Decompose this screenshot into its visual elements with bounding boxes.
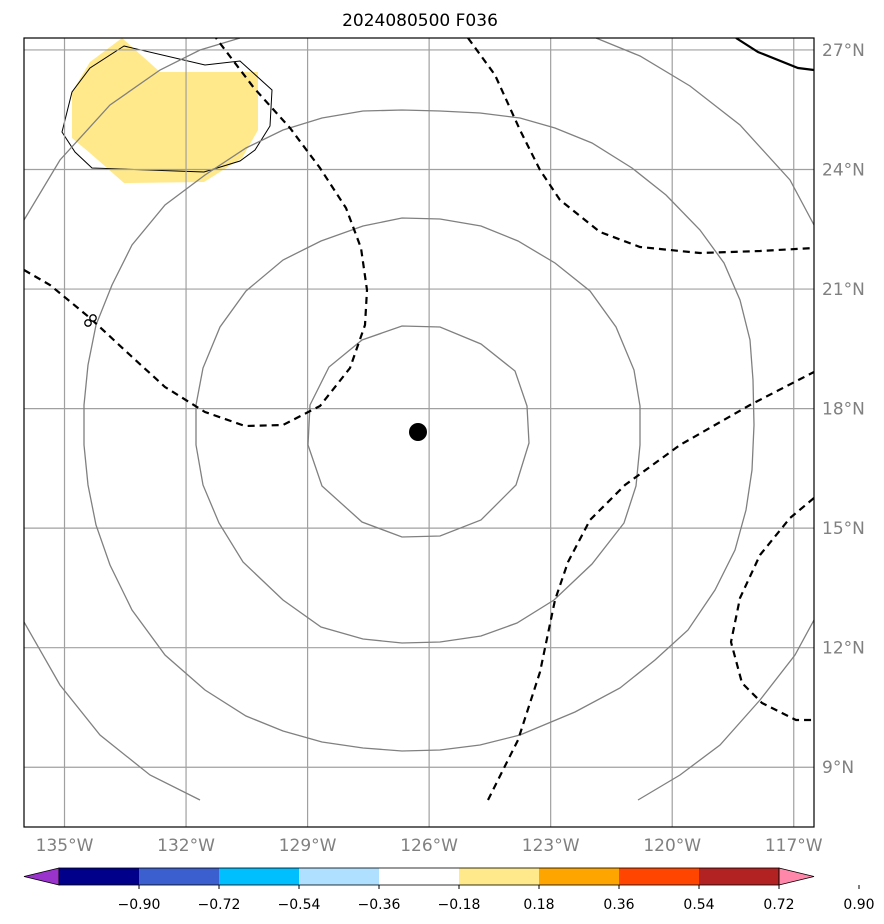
- range-rings: [24, 38, 814, 801]
- colorbar-tick-labels: −0.90 −0.72 −0.54 −0.36 −0.18 0.18 0.36 0.54 0.7…: [118, 897, 875, 913]
- lat-tick-label: 9°N: [822, 758, 854, 778]
- anomaly-outline: [61, 45, 273, 173]
- solid-contour-northeast: [735, 38, 814, 72]
- colorbar-segment: [699, 868, 780, 885]
- plot-frame: [23, 37, 815, 828]
- small-marker-2: [89, 314, 97, 322]
- colorbar-segment: [619, 868, 700, 885]
- colorbar-tick-label: −0.36: [358, 897, 401, 913]
- colorbar-frame: [58, 867, 780, 886]
- map-title: 2024080500 F036: [342, 11, 498, 31]
- colorbar-tick-label: 0.36: [603, 897, 634, 913]
- colorbar-segment: [379, 868, 460, 885]
- dashed-contour-southeast: [487, 371, 814, 801]
- lon-tick-label: 132°W: [157, 836, 215, 856]
- range-ring-7: [637, 619, 814, 801]
- colorbar-tick-label: −0.18: [438, 897, 481, 913]
- lon-tick-label: 129°W: [279, 836, 337, 856]
- plot-area: [24, 38, 814, 827]
- range-ring-2: [195, 217, 641, 644]
- colorbar-segment: [139, 868, 220, 885]
- colorbar-segment: [59, 868, 140, 885]
- range-ring-5: [595, 38, 814, 226]
- colorbar-extend-max: [778, 867, 815, 886]
- lon-tick-label: 126°W: [400, 836, 458, 856]
- dashed-contour-west: [24, 38, 369, 428]
- lat-tick-label: 12°N: [822, 639, 865, 659]
- colorbar-segment: [299, 868, 380, 885]
- colorbar-tick-label: −0.54: [278, 897, 321, 913]
- colorbar-tick-label: −0.90: [118, 897, 161, 913]
- lat-tick-label: 18°N: [822, 400, 865, 420]
- colorbar-extend-min: [23, 867, 60, 886]
- colorbar-segment: [539, 868, 620, 885]
- lon-tick-label: 120°W: [643, 836, 701, 856]
- colorbar-segment: [219, 868, 300, 885]
- lon-tick-label: 135°W: [36, 836, 94, 856]
- gridlines: [24, 38, 814, 827]
- anomaly-fill-region: [72, 38, 258, 183]
- dashed-contours: [24, 38, 814, 801]
- colorbar-tick-label: −0.72: [198, 897, 241, 913]
- colorbar: [23, 867, 860, 889]
- range-ring-3: [83, 109, 755, 752]
- small-marker-1: [84, 319, 92, 327]
- range-ring-1: [307, 325, 530, 538]
- colorbar-tick-label: 0.72: [763, 897, 794, 913]
- lat-tick-label: 27°N: [822, 41, 865, 61]
- range-ring-4: [24, 38, 241, 221]
- latitude-tick-labels: 9°N 12°N 15°N 18°N 21°N 24°N 27°N: [822, 41, 865, 778]
- lon-tick-label: 117°W: [765, 836, 823, 856]
- colorbar-tick-label: 0.54: [683, 897, 714, 913]
- storm-center-marker: [409, 423, 427, 441]
- range-ring-6: [24, 621, 201, 801]
- lat-tick-label: 24°N: [822, 161, 865, 181]
- dashed-contour-east: [729, 497, 814, 722]
- lat-tick-label: 15°N: [822, 519, 865, 539]
- lat-tick-label: 21°N: [822, 280, 865, 300]
- colorbar-tick-label: 0.90: [843, 897, 874, 913]
- lon-tick-label: 123°W: [522, 836, 580, 856]
- colorbar-segment: [459, 868, 540, 885]
- dashed-contour-northeast: [467, 38, 814, 255]
- colorbar-tick-label: 0.18: [523, 897, 554, 913]
- longitude-tick-labels: 135°W 132°W 129°W 126°W 123°W 120°W 117°W: [36, 836, 823, 856]
